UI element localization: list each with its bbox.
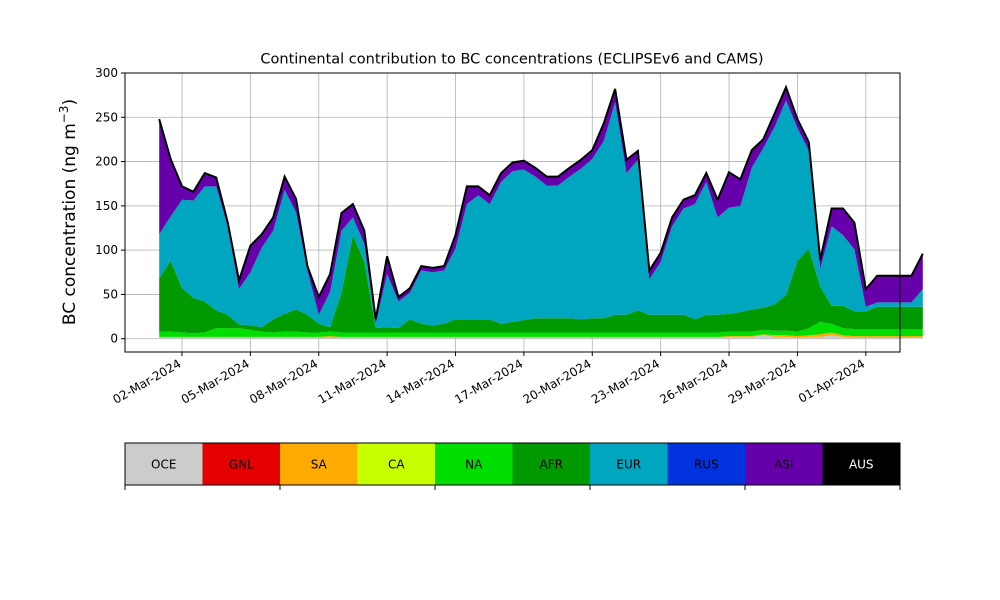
y-tick-label: 300: [95, 66, 118, 80]
total-line: [158, 84, 924, 320]
x-tick-label: 29-Mar-2024: [726, 356, 799, 406]
area-sa: [159, 332, 923, 338]
y-tick-label: 200: [95, 155, 118, 169]
y-tick-label: 250: [95, 110, 118, 124]
x-tick-label: 23-Mar-2024: [589, 356, 662, 406]
legend-label-oce: OCE: [151, 458, 176, 472]
x-tick-label: 05-Mar-2024: [179, 356, 252, 406]
y-axis-label-exponent: −3: [57, 105, 71, 123]
legend-swatch-ca: [357, 443, 435, 485]
x-tick-label: 02-Mar-2024: [110, 356, 183, 406]
stacked-areas: [159, 87, 923, 339]
legend-swatch-na: [435, 443, 513, 485]
legend-label-eur: EUR: [616, 458, 641, 472]
chart-title: Continental contribution to BC concentra…: [260, 52, 763, 68]
legend-label-sa: SA: [311, 458, 328, 472]
legend-label-na: NA: [465, 458, 483, 472]
legend-label-aus: AUS: [849, 458, 874, 472]
y-axis-label: BC concentration (ng m−3): [57, 99, 80, 325]
legend-swatch-asi: [745, 443, 823, 485]
x-tick-label: 14-Mar-2024: [384, 356, 457, 406]
legend-swatch-afr: [512, 443, 590, 485]
x-tick-label: 11-Mar-2024: [316, 356, 389, 406]
area-na: [159, 321, 923, 337]
y-tick-label: 100: [95, 243, 118, 257]
plot-frame: [124, 72, 901, 353]
y-tick-label: 0: [110, 332, 118, 346]
legend-swatch-eur: [590, 443, 668, 485]
legend-swatch-sa: [280, 443, 358, 485]
legend-label-ca: CA: [388, 458, 405, 472]
y-tick-label: 50: [103, 287, 118, 301]
x-tick-label: 17-Mar-2024: [452, 356, 525, 406]
legend-swatch-aus: [822, 443, 900, 485]
legend-label-asi: ASI: [774, 458, 793, 472]
legend-swatch-gnl: [202, 443, 280, 485]
x-tick-label: 20-Mar-2024: [521, 356, 594, 406]
legend-swatch-rus: [667, 443, 745, 485]
color-legend: OCE GNL SA CA NA AFR EUR RUS ASI AUS: [124, 442, 901, 490]
legend-label-afr: AFR: [540, 458, 563, 472]
area-oce: [159, 335, 923, 339]
legend-frame: [124, 442, 901, 486]
y-tick-label: 150: [95, 199, 118, 213]
y-axis: 0 50 100 150 200 250 300: [95, 66, 125, 346]
area-eur: [159, 100, 923, 329]
x-axis: 02-Mar-202405-Mar-202408-Mar-202411-Mar-…: [110, 352, 867, 407]
legend-swatch-oce: [125, 443, 203, 485]
area-afr: [159, 235, 923, 334]
x-tick-label: 01-Apr-2024: [796, 356, 867, 405]
legend-label-rus: RUS: [694, 458, 719, 472]
x-tick-label: 26-Mar-2024: [657, 356, 730, 406]
x-tick-label: 08-Mar-2024: [247, 356, 320, 406]
legend-label-gnl: GNL: [229, 458, 254, 472]
y-axis-label-main: BC concentration (ng m: [60, 123, 80, 325]
y-axis-label-close: ): [60, 99, 80, 106]
